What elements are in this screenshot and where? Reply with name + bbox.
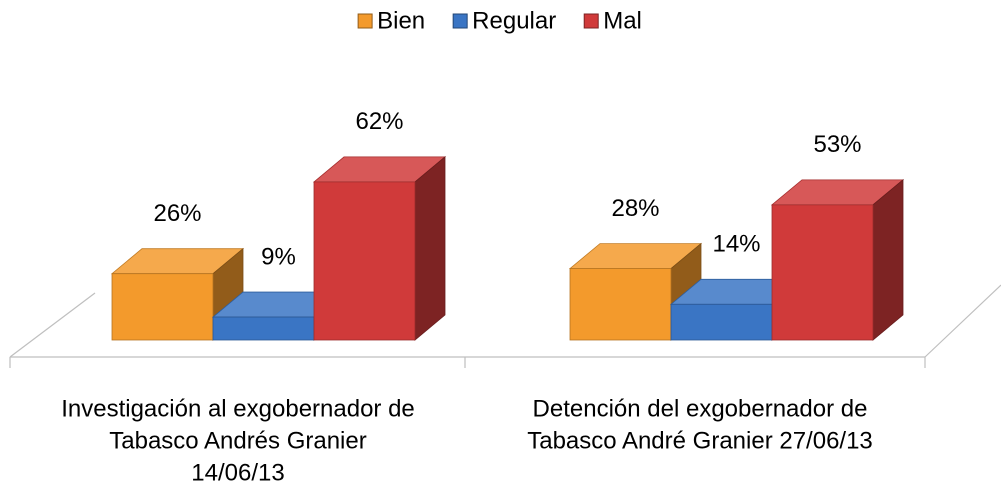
bar-front	[569, 268, 672, 341]
bar-front	[212, 316, 315, 341]
value-label: 62%	[355, 108, 403, 135]
value-label: 53%	[813, 131, 861, 158]
value-label: 26%	[153, 200, 201, 227]
legend-label: Regular	[472, 7, 556, 34]
legend-label: Bien	[377, 7, 425, 34]
x-tick-label: Tabasco André Granier 27/06/13	[527, 427, 873, 454]
bar	[312, 156, 447, 341]
value-label: 28%	[611, 195, 659, 222]
legend: Bien Regular Mal	[357, 7, 642, 34]
legend-label: Mal	[603, 7, 642, 34]
bar-side	[414, 156, 446, 341]
value-label: 9%	[261, 243, 296, 270]
bar-front	[313, 181, 416, 341]
floor-edge	[9, 292, 96, 358]
bar-side	[872, 178, 904, 341]
bar-front	[111, 273, 214, 341]
x-tick-label: Investigación al exgobernador de	[61, 395, 415, 422]
bar-front	[670, 303, 773, 341]
legend-swatch	[583, 13, 599, 29]
legend-swatch	[357, 13, 373, 29]
value-label: 14%	[712, 231, 760, 258]
bar-front	[771, 204, 874, 341]
floor-edge	[924, 284, 1001, 358]
x-tick-label: Detención del exgobernador de	[533, 395, 868, 422]
bar	[770, 178, 905, 341]
x-tick-label: Tabasco Andrés Granier	[109, 427, 366, 454]
legend-swatch	[452, 13, 468, 29]
x-tick-label: 14/06/13	[191, 459, 284, 486]
